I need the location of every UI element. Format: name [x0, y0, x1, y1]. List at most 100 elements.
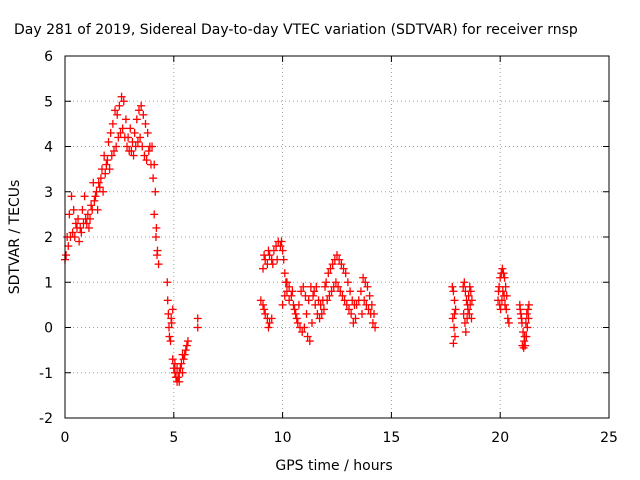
y-tick-labels: -2 -1 0 1 2 3 4 5 6: [39, 49, 53, 427]
data-point: [315, 314, 324, 323]
data-point: [109, 147, 118, 156]
data-point: [310, 287, 319, 296]
data-point: [163, 278, 172, 287]
data-point: [294, 300, 303, 309]
y-tick-label: 6: [44, 49, 53, 65]
data-point: [139, 110, 148, 119]
data-point: [337, 260, 346, 269]
data-point: [278, 246, 287, 255]
data-point: [148, 142, 157, 151]
data-point: [302, 309, 311, 318]
data-point: [134, 106, 143, 115]
data-point: [168, 355, 177, 364]
data-point: [303, 332, 312, 341]
data-point: [118, 124, 127, 133]
data-point: [183, 337, 192, 346]
data-point: [449, 339, 458, 348]
data-point: [364, 305, 373, 314]
data-point: [312, 282, 321, 291]
data-point: [96, 174, 105, 183]
data-point: [83, 210, 92, 219]
data-point: [260, 305, 269, 314]
data-point: [351, 314, 360, 323]
data-point: [461, 328, 470, 337]
data-point: [300, 323, 309, 332]
x-tick-label: 25: [600, 430, 618, 446]
data-point: [144, 147, 153, 156]
data-point: [151, 187, 160, 196]
data-point: [448, 282, 457, 291]
data-point: [181, 346, 190, 355]
y-tick-label: 5: [44, 94, 53, 110]
data-point: [328, 260, 337, 269]
data-point: [465, 309, 474, 318]
data-point: [322, 278, 331, 287]
data-point: [260, 251, 269, 260]
data-point: [108, 119, 117, 128]
data-point: [136, 133, 145, 142]
data-point: [165, 323, 174, 332]
data-point: [115, 101, 124, 110]
data-point: [287, 291, 296, 300]
data-point: [520, 332, 529, 341]
data-point: [293, 318, 302, 327]
data-point: [346, 287, 355, 296]
data-point: [361, 278, 370, 287]
data-point: [163, 296, 172, 305]
data-point: [259, 300, 268, 309]
data-point: [127, 147, 136, 156]
data-point: [173, 364, 182, 373]
data-point: [143, 128, 152, 137]
data-point: [316, 300, 325, 309]
data-point: [317, 309, 326, 318]
data-point: [450, 332, 459, 341]
data-point: [174, 373, 183, 382]
data-point: [117, 92, 126, 101]
data-point: [154, 260, 163, 269]
data-point: [335, 255, 344, 264]
data-points: [61, 92, 533, 386]
y-tick-label: -1: [39, 366, 53, 382]
data-point: [365, 291, 374, 300]
data-point: [502, 305, 511, 314]
data-point: [152, 223, 161, 232]
x-tick-label: 5: [169, 430, 178, 446]
data-point: [146, 160, 155, 169]
data-point: [498, 264, 507, 273]
data-point: [153, 251, 162, 260]
data-point: [95, 183, 104, 192]
data-point: [107, 151, 116, 160]
data-point: [371, 323, 380, 332]
data-point: [99, 187, 108, 196]
data-point: [69, 205, 78, 214]
data-point: [450, 296, 459, 305]
data-point: [319, 305, 328, 314]
data-point: [129, 151, 138, 160]
data-point: [352, 300, 361, 309]
data-point: [290, 305, 299, 314]
data-point: [166, 337, 175, 346]
data-point: [360, 296, 369, 305]
data-point: [126, 124, 135, 133]
data-point: [503, 314, 512, 323]
data-point: [164, 309, 173, 318]
data-point: [256, 296, 265, 305]
x-tick-labels: 0 5 10 15 20 25: [61, 430, 618, 446]
data-point: [149, 174, 158, 183]
data-point: [100, 151, 109, 160]
data-point: [65, 210, 74, 219]
data-point: [77, 228, 86, 237]
data-point: [465, 282, 474, 291]
x-tick-label: 0: [61, 430, 70, 446]
data-point: [165, 332, 174, 341]
data-point: [349, 318, 358, 327]
data-point: [517, 314, 526, 323]
data-point: [133, 137, 142, 146]
data-point: [101, 169, 110, 178]
data-point: [339, 264, 348, 273]
data-point: [359, 273, 368, 282]
data-point: [450, 309, 459, 318]
data-point: [87, 201, 96, 210]
data-point: [336, 287, 345, 296]
